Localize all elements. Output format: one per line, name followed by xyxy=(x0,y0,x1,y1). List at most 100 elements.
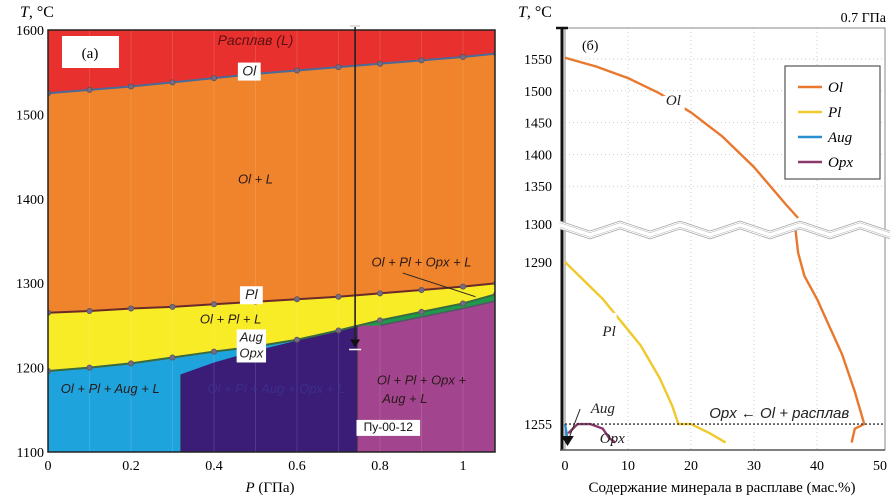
ol-liquidus-line-marker xyxy=(335,64,342,71)
x-tick-a: 1 xyxy=(460,459,467,474)
x-tick-a: 0.2 xyxy=(122,459,140,474)
aug-opx-in-line-marker xyxy=(210,348,217,355)
annotation-ol-l: Ol + L xyxy=(238,172,273,187)
aug-opx-in-line-marker xyxy=(86,364,93,371)
pl-liquidus-line-marker xyxy=(169,303,176,310)
aug-opx-in-line-marker xyxy=(293,336,300,343)
ol-liquidus-line-marker xyxy=(127,83,134,90)
annotation-расплав-l: Расплав (L) xyxy=(218,32,294,48)
ol-liquidus-line-marker xyxy=(459,54,466,61)
aug-opx-in-line xyxy=(48,293,495,372)
legend-label-opx: Opx xyxy=(828,155,853,171)
x-tick-a: 0.6 xyxy=(288,459,306,474)
annotation-b-ol: Ol xyxy=(666,93,681,109)
x-tick-b: 50 xyxy=(873,459,887,474)
y-tick-b: 1550 xyxy=(524,53,552,68)
x-tick-b: 10 xyxy=(621,459,635,474)
y-axis-label-a: T, °C xyxy=(20,4,54,21)
y-tick-a: 1400 xyxy=(16,193,44,208)
pl-liquidus-line-marker xyxy=(127,305,134,312)
annotation-b-opx: Opx xyxy=(600,431,625,447)
y-tick-b: 1290 xyxy=(524,256,552,271)
panel-a: 0 0.2 0.4 0.6 0.8 1 1100 1200 1300 1400 1500 1600 Р… xyxy=(16,4,496,496)
axis-break-fill xyxy=(560,223,890,237)
annotation-ol-pl-aug-opx-l: Ol + Pl + Aug + Opx + L xyxy=(207,381,345,396)
region-magenta xyxy=(357,301,495,452)
series-ol-lower xyxy=(793,224,866,443)
y-tick-b: 1500 xyxy=(524,85,552,100)
pl-liquidus-line xyxy=(48,282,495,314)
annotation-box xyxy=(236,329,267,347)
annotation-b-opx-ol-расплав: Opx ← Ol + расплав xyxy=(709,405,849,422)
legend-label-ol: Ol xyxy=(828,80,843,96)
x-tick-b: 20 xyxy=(684,459,698,474)
x-tick-a: 0.4 xyxy=(205,459,223,474)
pl-liquidus-line-marker xyxy=(293,296,300,303)
x-axis-label-a: P (ГПа) xyxy=(244,480,294,496)
annotation-pl: Pl xyxy=(245,286,258,302)
pl-liquidus-line-marker xyxy=(459,283,466,290)
aug-opx-in-line-marker xyxy=(459,300,466,307)
series-opx xyxy=(567,422,617,444)
annotation-aug-l: Aug + L xyxy=(381,391,427,406)
y-tick-a: 1500 xyxy=(16,108,44,123)
annotation-ol-pl-opx-l: Ol + Pl + Opx + L xyxy=(371,254,471,269)
x-axis-label-b: Содержание минерала в расплаве (мас.%) xyxy=(589,480,856,496)
y-tick-b: 1450 xyxy=(524,117,552,132)
annotation-b-aug: Aug xyxy=(590,401,616,417)
arrow-head xyxy=(350,339,361,348)
annotation-box xyxy=(237,62,261,81)
pl-liquidus-line-marker xyxy=(335,293,342,300)
annotation-ol-pl-opx: Ol + Pl + Opx + xyxy=(377,372,467,387)
y-tick-a: 1300 xyxy=(16,277,44,292)
ol-liquidus-line xyxy=(48,52,495,95)
annotation-aug: Aug xyxy=(239,329,264,344)
annotation-ol-pl-l: Ol + Pl + L xyxy=(200,312,261,327)
y-tick-a: 1200 xyxy=(16,362,44,377)
plot-frame-a xyxy=(47,29,496,453)
legend-label-aug: Aug xyxy=(827,130,853,146)
y-tick-a: 1100 xyxy=(17,446,44,461)
x-tick-b: 40 xyxy=(810,459,824,474)
x-tick-a: 0 xyxy=(45,459,52,474)
panel-label-box-a xyxy=(62,36,119,68)
ol-liquidus-line-marker xyxy=(418,57,425,64)
series-pl xyxy=(564,261,727,444)
axis-break-gap xyxy=(559,221,891,233)
legend-b: Ol Pl Aug Opx xyxy=(784,65,881,180)
annotation-пу-00-12: Пу-00-12 xyxy=(364,420,414,434)
axis-break-b xyxy=(559,220,891,240)
label-gap-pl xyxy=(594,312,617,333)
y-tick-b: 1255 xyxy=(524,418,552,433)
ol-liquidus-line-marker xyxy=(169,79,176,86)
legend-box xyxy=(784,65,881,180)
y-axis-unit-a: , °C xyxy=(29,4,54,21)
chart-title-b: 0.7 ГПа xyxy=(841,11,887,26)
pl-liquidus-line-marker xyxy=(210,301,217,308)
annotation-b-pl: Pl xyxy=(601,324,615,340)
y-tick-b: 1350 xyxy=(524,180,552,195)
ol-liquidus-line-marker xyxy=(86,86,93,93)
annotation-opx: Opx xyxy=(239,345,263,360)
annotation-box xyxy=(236,345,267,363)
y-axis-label-b: T, °C xyxy=(518,4,552,21)
region-ol-pl-aug-opx-l xyxy=(180,325,358,452)
pl-liquidus-line-marker xyxy=(418,286,425,293)
pl-liquidus-line-marker xyxy=(86,308,93,315)
label-gap-ol xyxy=(662,95,685,114)
panel-label-a: (a) xyxy=(82,46,99,62)
axis-bottom-arrow xyxy=(561,436,574,446)
annotation-box xyxy=(239,286,263,305)
series-ol-upper xyxy=(564,56,799,219)
opx-lower-line xyxy=(379,300,495,327)
y-tick-b: 1300 xyxy=(524,218,552,233)
aug-opx-in-line-marker xyxy=(335,327,342,334)
annotation-ol: Ol xyxy=(242,63,257,79)
y-tick-b: 1400 xyxy=(524,148,552,163)
x-tick-b: 30 xyxy=(747,459,761,474)
aug-opx-in-line-marker xyxy=(169,354,176,361)
aug-opx-in-line-marker xyxy=(376,317,383,324)
panel-b: 0 10 20 30 40 50 1550 1500 1450 1400 1350 1300 1290 1… xyxy=(518,4,891,496)
legend-label-pl: Pl xyxy=(827,105,841,121)
